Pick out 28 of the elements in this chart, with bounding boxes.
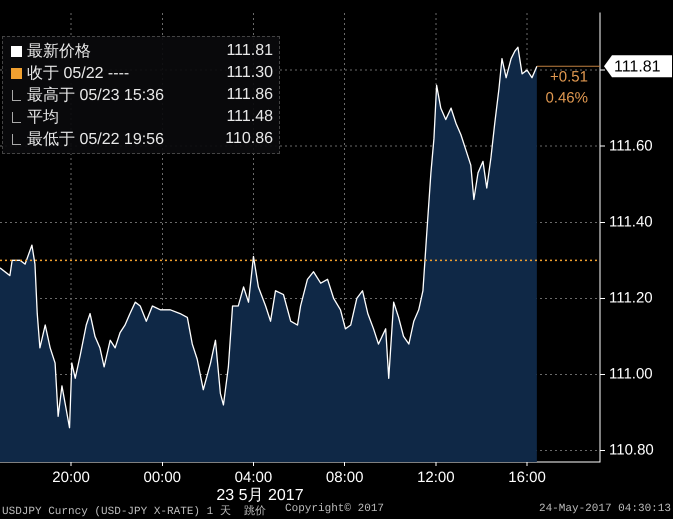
text: 24-May-2017 04:30:13 — [538, 503, 671, 515]
y-tick-label: 111.40 — [609, 213, 653, 230]
x-tick-label: 16:00 — [508, 469, 546, 486]
text: 111.81 — [614, 58, 661, 76]
y-tick-label: 111.00 — [609, 366, 653, 383]
legend-label: 收于 05/22 ---- — [27, 64, 130, 84]
annotation: 111.30 — [226, 64, 273, 82]
text: 23 5月 2017 — [215, 486, 304, 504]
x-tick-label: 00:00 — [143, 469, 182, 486]
annotation: 111.48 — [226, 108, 273, 126]
legend-label: 最新价格 — [27, 42, 92, 62]
annotation: 最低于 05/22 19:56 — [27, 130, 165, 150]
annotation: 0.46% — [545, 89, 588, 106]
annotation: 平均 — [27, 108, 60, 128]
x-tick-label: 08:00 — [326, 469, 364, 486]
y-tick-label: 111.60 — [609, 137, 653, 154]
annotation: 111.81 — [226, 42, 273, 60]
y-tick-label: 110.80 — [609, 442, 654, 459]
annotation: +0.51 — [550, 68, 588, 86]
annotation: 最高于 05/23 15:36 — [27, 86, 165, 106]
y-tick-label: 111.20 — [609, 290, 653, 307]
x-tick-label: 04:00 — [234, 469, 272, 486]
annotation: 110.86 — [225, 130, 273, 148]
text: Copyright© 2017 — [285, 503, 384, 515]
text: USDJPY Curncy (USD-JPY X-RATE) 1 天 跳价 — [2, 504, 266, 518]
x-tick-label: 20:00 — [52, 469, 90, 486]
x-tick-label: 12:00 — [417, 469, 455, 486]
annotation: 111.86 — [226, 86, 273, 104]
